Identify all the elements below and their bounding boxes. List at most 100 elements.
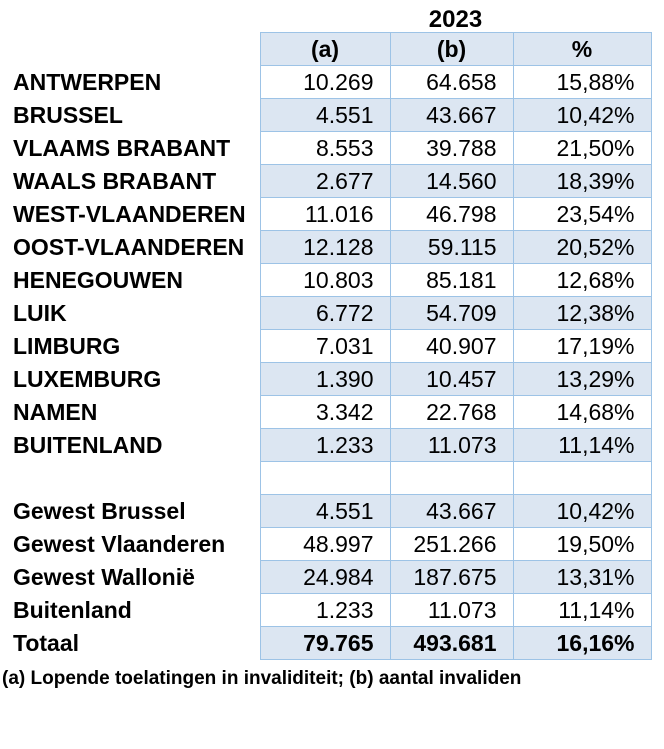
row-label: Totaal xyxy=(0,626,260,660)
cell-b: 22.768 xyxy=(389,395,514,429)
cell-a: 24.984 xyxy=(259,560,391,594)
cell-pct: 12,38% xyxy=(512,296,652,330)
spacer-row xyxy=(0,461,652,495)
cell-b: 64.658 xyxy=(389,65,514,99)
cell-b: 40.907 xyxy=(389,329,514,363)
cell-pct: 19,50% xyxy=(512,527,652,561)
cell-pct: 11,14% xyxy=(512,593,652,627)
table-row: LIMBURG 7.031 40.907 17,19% xyxy=(0,329,652,363)
cell-pct: 18,39% xyxy=(512,164,652,198)
cell-b: 54.709 xyxy=(389,296,514,330)
cell-pct: 23,54% xyxy=(512,197,652,231)
cell-pct: 21,50% xyxy=(512,131,652,165)
row-label: Gewest Wallonië xyxy=(0,560,260,594)
cell-a: 1.233 xyxy=(259,593,391,627)
row-label: LIMBURG xyxy=(0,329,260,363)
row-label: Gewest Brussel xyxy=(0,494,260,528)
cell-b: 43.667 xyxy=(389,494,514,528)
row-label: VLAAMS BRABANT xyxy=(0,131,260,165)
cell-a: 1.390 xyxy=(259,362,391,396)
cell-a: 11.016 xyxy=(259,197,391,231)
cell-b: 11.073 xyxy=(389,593,514,627)
row-label: BRUSSEL xyxy=(0,98,260,132)
column-header-a: (a) xyxy=(259,32,391,66)
cell-pct: 10,42% xyxy=(512,98,652,132)
cell-b: 46.798 xyxy=(389,197,514,231)
cell-a: 48.997 xyxy=(259,527,391,561)
column-header-pct: % xyxy=(512,32,652,66)
row-label: NAMEN xyxy=(0,395,260,429)
table-row: Gewest Brussel 4.551 43.667 10,42% xyxy=(0,494,652,528)
cell-a xyxy=(259,461,391,495)
table-row: Gewest Vlaanderen 48.997 251.266 19,50% xyxy=(0,527,652,561)
column-header-b: (b) xyxy=(389,32,514,66)
cell-pct: 16,16% xyxy=(512,626,652,660)
row-label: LUXEMBURG xyxy=(0,362,260,396)
cell-a: 8.553 xyxy=(259,131,391,165)
table-row: LUXEMBURG 1.390 10.457 13,29% xyxy=(0,362,652,396)
table-row: Buitenland 1.233 11.073 11,14% xyxy=(0,593,652,627)
cell-b: 493.681 xyxy=(389,626,514,660)
cell-pct: 14,68% xyxy=(512,395,652,429)
table-row: ANTWERPEN 10.269 64.658 15,88% xyxy=(0,65,652,99)
row-label xyxy=(0,461,260,495)
row-label: LUIK xyxy=(0,296,260,330)
cell-pct: 11,14% xyxy=(512,428,652,462)
total-row: Totaal 79.765 493.681 16,16% xyxy=(0,626,652,660)
cell-a: 6.772 xyxy=(259,296,391,330)
cell-b xyxy=(389,461,514,495)
cell-pct: 17,19% xyxy=(512,329,652,363)
cell-pct xyxy=(512,461,652,495)
table-row: BUITENLAND 1.233 11.073 11,14% xyxy=(0,428,652,462)
cell-b: 43.667 xyxy=(389,98,514,132)
table-row: Gewest Wallonië 24.984 187.675 13,31% xyxy=(0,560,652,594)
cell-pct: 10,42% xyxy=(512,494,652,528)
cell-a: 79.765 xyxy=(259,626,391,660)
cell-b: 39.788 xyxy=(389,131,514,165)
cell-a: 7.031 xyxy=(259,329,391,363)
table-row: LUIK 6.772 54.709 12,38% xyxy=(0,296,652,330)
footnote: (a) Lopende toelatingen in invaliditeit;… xyxy=(2,668,522,689)
table-body: ANTWERPEN 10.269 64.658 15,88% BRUSSEL 4.551 4… xyxy=(0,65,652,660)
cell-a: 10.803 xyxy=(259,263,391,297)
cell-a: 10.269 xyxy=(259,65,391,99)
row-label: ANTWERPEN xyxy=(0,65,260,99)
cell-b: 10.457 xyxy=(389,362,514,396)
year-title: 2023 xyxy=(428,6,483,33)
cell-a: 3.342 xyxy=(259,395,391,429)
table-row: OOST-VLAANDEREN 12.128 59.115 20,52% xyxy=(0,230,652,264)
cell-a: 2.677 xyxy=(259,164,391,198)
row-label: HENEGOUWEN xyxy=(0,263,260,297)
cell-a: 1.233 xyxy=(259,428,391,462)
cell-b: 11.073 xyxy=(389,428,514,462)
row-label: Buitenland xyxy=(0,593,260,627)
table-row: WEST-VLAANDEREN 11.016 46.798 23,54% xyxy=(0,197,652,231)
row-label: WEST-VLAANDEREN xyxy=(0,197,260,231)
cell-b: 85.181 xyxy=(389,263,514,297)
cell-a: 4.551 xyxy=(259,98,391,132)
header-row: (a) (b) % xyxy=(0,32,652,66)
cell-pct: 13,31% xyxy=(512,560,652,594)
cell-b: 187.675 xyxy=(389,560,514,594)
table-row: BRUSSEL 4.551 43.667 10,42% xyxy=(0,98,652,132)
table-row: HENEGOUWEN 10.803 85.181 12,68% xyxy=(0,263,652,297)
cell-pct: 13,29% xyxy=(512,362,652,396)
table-row: NAMEN 3.342 22.768 14,68% xyxy=(0,395,652,429)
cell-a: 12.128 xyxy=(259,230,391,264)
row-label: BUITENLAND xyxy=(0,428,260,462)
table-row: VLAAMS BRABANT 8.553 39.788 21,50% xyxy=(0,131,652,165)
cell-b: 14.560 xyxy=(389,164,514,198)
row-label: Gewest Vlaanderen xyxy=(0,527,260,561)
cell-a: 4.551 xyxy=(259,494,391,528)
row-label: OOST-VLAANDEREN xyxy=(0,230,260,264)
statistics-table: (a) (b) % ANTWERPEN 10.269 64.658 15,88% BRU… xyxy=(0,32,652,660)
cell-pct: 12,68% xyxy=(512,263,652,297)
row-label: WAALS BRABANT xyxy=(0,164,260,198)
cell-b: 59.115 xyxy=(389,230,514,264)
cell-pct: 15,88% xyxy=(512,65,652,99)
cell-b: 251.266 xyxy=(389,527,514,561)
header-label-spacer xyxy=(0,32,260,66)
table-row: WAALS BRABANT 2.677 14.560 18,39% xyxy=(0,164,652,198)
cell-pct: 20,52% xyxy=(512,230,652,264)
